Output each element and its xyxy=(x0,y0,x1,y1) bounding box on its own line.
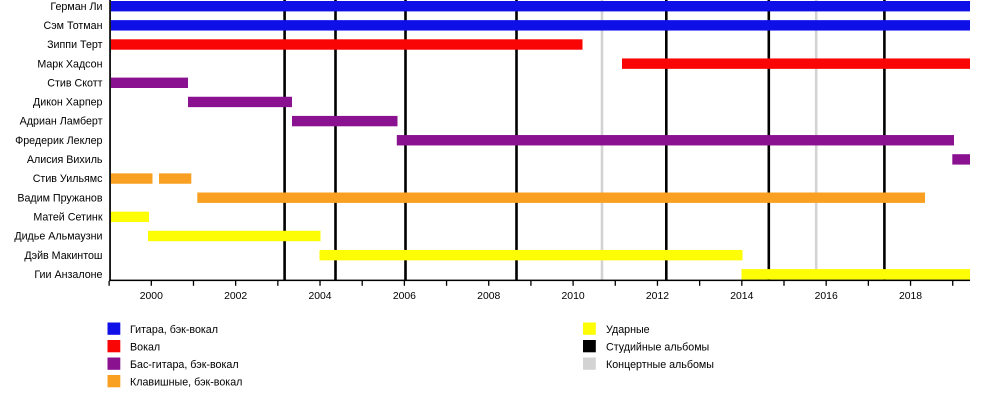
svg-text:Алисия Вихиль: Алисия Вихиль xyxy=(27,154,103,166)
svg-text:Стив Уильямс: Стив Уильямс xyxy=(33,173,103,185)
svg-text:2010: 2010 xyxy=(562,291,585,302)
svg-text:Клавишные, бэк-вокал: Клавишные, бэк-вокал xyxy=(130,376,242,388)
svg-text:Вадим Пружанов: Вадим Пружанов xyxy=(17,192,103,204)
svg-text:Герман Ли: Герман Ли xyxy=(50,1,102,13)
svg-text:2006: 2006 xyxy=(393,291,416,302)
svg-text:Ударные: Ударные xyxy=(606,324,650,336)
svg-text:Матей Сетинк: Матей Сетинк xyxy=(33,211,102,223)
svg-text:Бас-гитара, бэк-вокал: Бас-гитара, бэк-вокал xyxy=(130,359,239,371)
svg-text:2014: 2014 xyxy=(730,291,753,302)
svg-text:Дикон Харпер: Дикон Харпер xyxy=(33,97,103,109)
svg-text:Сэм Тотман: Сэм Тотман xyxy=(44,20,103,32)
svg-text:Дидье Альмаузни: Дидье Альмаузни xyxy=(14,231,102,243)
svg-text:Дэйв Макинтош: Дэйв Макинтош xyxy=(24,250,102,262)
svg-text:Вокал: Вокал xyxy=(130,341,160,353)
svg-text:Фредерик Леклер: Фредерик Леклер xyxy=(15,135,102,147)
svg-text:2012: 2012 xyxy=(646,291,669,302)
svg-text:Гитара, бэк-вокал: Гитара, бэк-вокал xyxy=(130,324,218,336)
svg-text:Зиппи Терт: Зиппи Терт xyxy=(47,39,103,51)
svg-text:2004: 2004 xyxy=(308,291,331,302)
svg-text:Стив Скотт: Стив Скотт xyxy=(47,77,102,89)
svg-text:Адриан Ламберт: Адриан Ламберт xyxy=(20,116,103,128)
svg-text:2018: 2018 xyxy=(899,291,922,302)
svg-text:2000: 2000 xyxy=(140,291,163,302)
svg-text:2016: 2016 xyxy=(815,291,838,302)
svg-text:2002: 2002 xyxy=(224,291,247,302)
svg-text:Студийные альбомы: Студийные альбомы xyxy=(606,341,709,353)
svg-text:Гии Анзалоне: Гии Анзалоне xyxy=(34,269,102,281)
svg-text:2008: 2008 xyxy=(477,291,500,302)
svg-text:Марк Хадсон: Марк Хадсон xyxy=(37,58,102,70)
svg-text:Концертные альбомы: Концертные альбомы xyxy=(606,359,714,371)
